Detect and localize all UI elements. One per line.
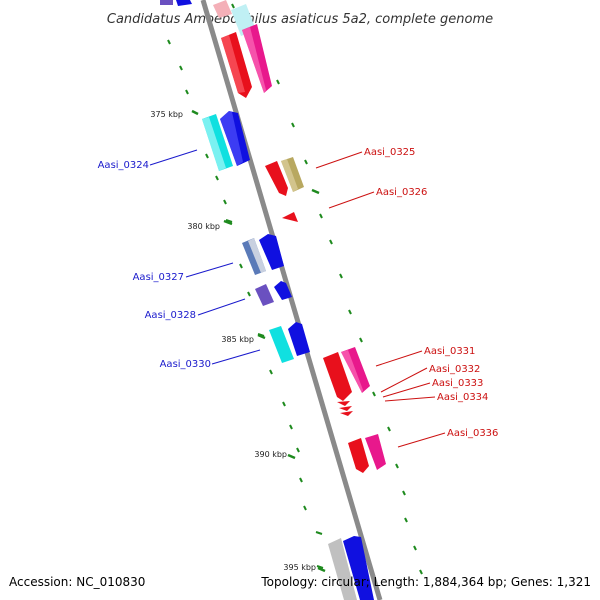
label-aasi-0326[interactable]: Aasi_0326 bbox=[328, 187, 427, 209]
gene-label-aasi-0324: Aasi_0324 bbox=[98, 160, 149, 171]
gene-red-pink-top[interactable] bbox=[221, 24, 272, 98]
tick-label-390kbp: 390 kbp bbox=[254, 450, 287, 459]
label-aasi-0325[interactable]: Aasi_0325 bbox=[315, 147, 415, 169]
major-ticks bbox=[191, 109, 326, 573]
label-aasi-0336[interactable]: Aasi_0336 bbox=[397, 428, 498, 448]
gene-label-aasi-0332: Aasi_0332 bbox=[429, 364, 480, 375]
label-aasi-0324[interactable]: Aasi_0324 bbox=[98, 149, 198, 171]
label-aasi-0330[interactable]: Aasi_0330 bbox=[160, 349, 261, 370]
gene-aasi-0336[interactable] bbox=[348, 434, 386, 473]
label-aasi-0328[interactable]: Aasi_0328 bbox=[145, 298, 246, 321]
gene-label-aasi-0326: Aasi_0326 bbox=[376, 187, 427, 198]
gene-label-aasi-0333: Aasi_0333 bbox=[432, 378, 483, 389]
gene-label-aasi-0334: Aasi_0334 bbox=[437, 392, 488, 403]
gene-label-aasi-0325: Aasi_0325 bbox=[364, 147, 415, 158]
tick-dots-inner bbox=[167, 39, 324, 569]
gene-aasi-0333-0334[interactable] bbox=[337, 401, 353, 416]
accession-text: Accession: NC_010830 bbox=[9, 575, 145, 589]
label-aasi-0334[interactable]: Aasi_0334 bbox=[384, 392, 488, 403]
genome-summary-text: Topology: circular; Length: 1,884,364 bp… bbox=[260, 575, 591, 589]
gene-label-aasi-0336: Aasi_0336 bbox=[447, 428, 498, 439]
gene-label-aasi-0328: Aasi_0328 bbox=[145, 310, 196, 321]
gene-aasi-0326[interactable] bbox=[282, 212, 298, 222]
gene-aasi-0324[interactable] bbox=[202, 111, 250, 171]
gene-aasi-0325[interactable] bbox=[265, 157, 304, 196]
gene-aasi-0330[interactable] bbox=[269, 322, 310, 363]
tick-label-380kbp: 380 kbp bbox=[187, 222, 220, 231]
genome-backbone bbox=[200, 0, 383, 600]
tick-label-395kbp: 395 kbp bbox=[283, 563, 316, 572]
label-aasi-0333[interactable]: Aasi_0333 bbox=[382, 378, 483, 398]
label-aasi-0331[interactable]: Aasi_0331 bbox=[375, 346, 475, 367]
gene-label-aasi-0330: Aasi_0330 bbox=[160, 359, 211, 370]
tick-label-385kbp: 385 kbp bbox=[221, 335, 254, 344]
gene-aasi-0328[interactable] bbox=[255, 281, 292, 306]
gene-label-aasi-0331: Aasi_0331 bbox=[424, 346, 475, 357]
map-title: Candidatus Amoebophilus asiaticus 5a2, c… bbox=[107, 12, 493, 27]
label-aasi-0327[interactable]: Aasi_0327 bbox=[133, 262, 234, 283]
tick-label-375kbp: 375 kbp bbox=[150, 110, 183, 119]
gene-bottom-grey-blue[interactable] bbox=[328, 536, 374, 600]
label-aasi-0332[interactable]: Aasi_0332 bbox=[380, 364, 480, 393]
gene-aasi-0327[interactable] bbox=[242, 234, 284, 275]
gene-label-aasi-0327: Aasi_0327 bbox=[133, 272, 184, 283]
gene-aasi-0331-0332[interactable] bbox=[323, 347, 370, 401]
tick-dots-outer bbox=[231, 3, 423, 575]
